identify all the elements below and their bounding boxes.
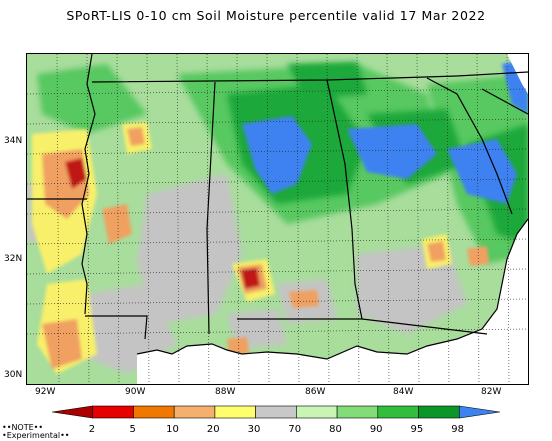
- lon-label-92w: 92W: [35, 387, 56, 397]
- colorbar-segment: [255, 405, 297, 419]
- colorbar-tick-label: 80: [329, 424, 342, 435]
- colorbar-segment: [133, 405, 175, 419]
- colorbar-segment: [377, 405, 419, 419]
- colorbar-segment: [214, 405, 256, 419]
- colorbar-tick-label: 20: [206, 424, 220, 435]
- lon-label-88w: 88W: [215, 387, 236, 397]
- soil-moisture-map: [26, 53, 529, 385]
- colorbar-tick-label: 2: [88, 424, 96, 435]
- lat-label-34n: 34N: [4, 136, 23, 146]
- map-canvas: [27, 54, 528, 384]
- colorbar-segment: [51, 405, 94, 419]
- experimental-label: •Experimental••: [2, 431, 70, 440]
- lat-label-30n: 30N: [4, 370, 23, 380]
- colorbar-segment: [336, 405, 379, 419]
- colorbar-segment: [296, 405, 338, 419]
- lat-label-32n: 32N: [4, 254, 23, 264]
- colorbar-tick-label: 95: [410, 424, 424, 435]
- lon-label-86w: 86W: [305, 387, 326, 397]
- state-boundaries: [27, 54, 528, 360]
- dry-patches-central: [227, 234, 489, 356]
- colorbar-tick-label: 90: [369, 424, 383, 435]
- colorbar-segment: [418, 405, 460, 419]
- colorbar: [51, 405, 501, 419]
- dry-patches-west: [32, 122, 152, 374]
- map-title: SPoRT-LIS 0-10 cm Soil Moisture percenti…: [66, 8, 486, 23]
- colorbar-segment: [92, 405, 134, 419]
- colorbar-tick-label: 30: [247, 424, 261, 435]
- ocean-atlantic-north: [507, 54, 528, 94]
- note-label: ••NOTE••: [2, 423, 44, 432]
- lon-label-84w: 84W: [393, 387, 414, 397]
- lon-label-90w: 90W: [125, 387, 146, 397]
- ocean: [137, 219, 528, 384]
- colorbar-tick-label: 10: [166, 424, 179, 435]
- colorbar-segment: [173, 405, 216, 419]
- colorbar-tick-label: 98: [451, 424, 464, 435]
- colorbar-segment: [458, 405, 501, 419]
- lon-label-82w: 82W: [481, 387, 502, 397]
- colorbar-tick-label: 5: [129, 424, 136, 435]
- colorbar-tick-label: 70: [288, 424, 302, 435]
